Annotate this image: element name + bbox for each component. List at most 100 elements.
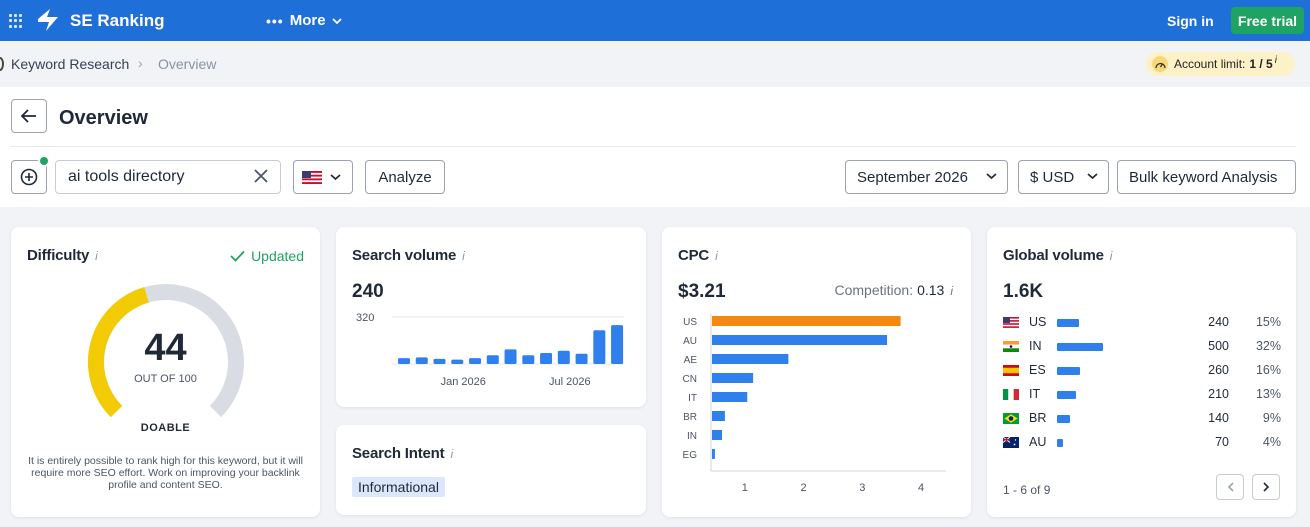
info-icon[interactable]: i <box>95 249 98 263</box>
country-code: IT <box>1029 387 1041 401</box>
country-code: BR <box>1029 411 1047 425</box>
search-intent-title: Search Intent i <box>352 445 453 462</box>
country-volume: 240 <box>1208 315 1229 329</box>
chevron-left-icon <box>1227 482 1234 492</box>
category-label: IN <box>687 431 697 442</box>
volume-bar[interactable] <box>593 330 606 364</box>
updated-label: Updated <box>251 248 304 264</box>
cpc-bar[interactable] <box>712 335 888 345</box>
divider <box>11 146 1296 147</box>
page-header: Overview ai tools directory Analyze Sept… <box>0 87 1310 207</box>
cpc-bar[interactable] <box>712 411 725 421</box>
volume-bar[interactable] <box>504 349 517 364</box>
more-menu-button[interactable]: ••• More <box>266 12 342 29</box>
info-icon[interactable]: i <box>462 249 465 263</box>
volume-bar[interactable] <box>522 355 535 364</box>
country-code: AU <box>1029 435 1047 449</box>
cpc-bar[interactable] <box>712 430 722 440</box>
country-select[interactable] <box>293 160 353 194</box>
search-volume-card: Search volume i 240 320 Jan 2026 Jul 2026 <box>336 227 646 407</box>
currency-select[interactable]: $ USD <box>1018 160 1109 194</box>
volume-share-bar <box>1057 439 1063 447</box>
country-share: 32% <box>1255 339 1281 353</box>
back-button[interactable] <box>11 99 47 133</box>
next-page-button[interactable] <box>1252 474 1280 500</box>
partial-circle-icon <box>0 57 4 71</box>
global-volume-card: Global volume i 1.6K US 240 15% IN 500 32% ES 26… <box>987 227 1296 517</box>
prev-page-button[interactable] <box>1216 474 1244 500</box>
date-select[interactable]: September 2026 <box>845 160 1008 194</box>
free-trial-button[interactable]: Free trial <box>1231 7 1304 34</box>
chevron-down-icon <box>1087 173 1098 180</box>
dots-icon: ••• <box>266 12 284 29</box>
cpc-bar[interactable] <box>712 449 715 459</box>
se-ranking-logo-icon[interactable] <box>34 6 62 34</box>
volume-bar[interactable] <box>557 350 570 364</box>
difficulty-title: Difficulty i <box>27 247 98 264</box>
volume-bar[interactable] <box>398 358 410 364</box>
bulk-keyword-analysis-button[interactable]: Bulk keyword Analysis <box>1117 160 1296 194</box>
cpc-bar[interactable] <box>712 316 901 326</box>
volume-bar[interactable] <box>611 325 624 364</box>
country-code: ES <box>1029 363 1046 377</box>
account-limit-badge[interactable]: Account limit: 1 / 5 i <box>1146 52 1295 76</box>
volume-bar[interactable] <box>486 355 499 364</box>
list-item: IN 500 32% <box>1003 339 1281 355</box>
analyze-button[interactable]: Analyze <box>365 160 445 194</box>
chevron-down-icon <box>986 173 997 180</box>
volume-share-bar <box>1057 415 1070 423</box>
updated-status: Updated <box>230 248 304 264</box>
apps-grid-icon[interactable] <box>9 14 23 28</box>
difficulty-gauge <box>88 284 244 418</box>
x-tick-label: 3 <box>859 482 865 491</box>
info-icon[interactable]: i <box>950 284 953 298</box>
country-volume: 140 <box>1208 411 1229 425</box>
cpc-bar[interactable] <box>712 392 748 402</box>
au-flag-icon <box>1003 437 1019 448</box>
info-icon[interactable]: i <box>1274 54 1277 66</box>
global-volume-value: 1.6K <box>1003 281 1044 302</box>
x-tick-label: Jan 2026 <box>441 376 486 388</box>
keyword-search-input[interactable]: ai tools directory <box>55 160 281 194</box>
cpc-bar[interactable] <box>712 354 789 364</box>
close-icon[interactable] <box>252 167 270 185</box>
cpc-value: $3.21 <box>678 281 726 302</box>
volume-share-bar <box>1057 343 1103 351</box>
category-label: CN <box>683 374 697 385</box>
brand-name[interactable]: SE Ranking <box>70 11 165 30</box>
keyword-value: ai tools directory <box>68 168 185 185</box>
info-icon[interactable]: i <box>715 249 718 263</box>
category-label: AU <box>683 336 697 347</box>
chevron-down-icon <box>330 174 341 181</box>
volume-bar[interactable] <box>433 358 446 364</box>
us-flag-icon <box>302 170 322 184</box>
competition-value: 0.13 <box>917 282 945 298</box>
breadcrumb-separator: › <box>138 55 143 71</box>
category-label: AE <box>684 355 698 366</box>
info-icon[interactable]: i <box>450 447 453 461</box>
add-keyword-button[interactable] <box>11 160 47 194</box>
cpc-bar[interactable] <box>712 373 754 383</box>
list-item: ES 260 16% <box>1003 363 1281 379</box>
volume-bar[interactable] <box>451 359 464 364</box>
gauge-icon <box>1152 56 1168 72</box>
sign-in-link[interactable]: Sign in <box>1167 13 1214 29</box>
search-volume-value: 240 <box>352 281 384 302</box>
info-icon[interactable]: i <box>1109 249 1113 263</box>
country-share: 9% <box>1262 411 1281 425</box>
us-flag-icon <box>1003 317 1019 328</box>
volume-share-bar <box>1057 367 1080 375</box>
category-label: EG <box>683 450 698 461</box>
volume-bar[interactable] <box>540 352 553 364</box>
volume-bar[interactable] <box>415 357 428 364</box>
country-share: 4% <box>1262 435 1281 449</box>
x-tick-label: 2 <box>800 482 806 491</box>
volume-bar[interactable] <box>575 353 588 364</box>
check-icon <box>230 250 245 262</box>
volume-bar[interactable] <box>469 358 482 364</box>
cpc-by-country-chart: US AU AE CN IT BR IN EG 1 2 3 4 <box>683 314 946 491</box>
x-tick-label: Jul 2026 <box>549 376 591 388</box>
it-flag-icon <box>1003 389 1019 400</box>
breadcrumb-keyword-research[interactable]: Keyword Research <box>11 56 130 72</box>
more-label: More <box>289 12 326 29</box>
